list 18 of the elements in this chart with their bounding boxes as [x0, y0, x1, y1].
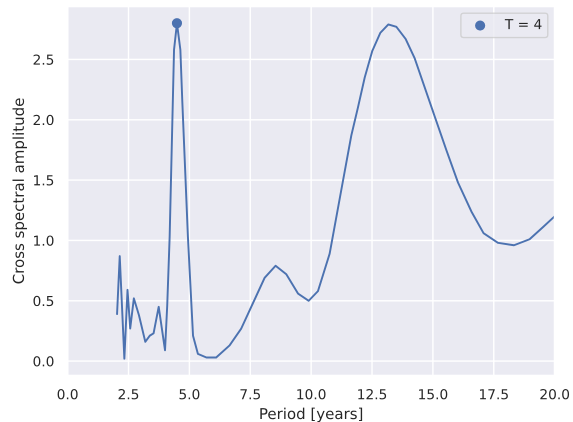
x-tick-label: 20.0: [540, 389, 570, 400]
x-tick-label: 10.0: [297, 389, 326, 400]
x-tick-label: 15.0: [419, 389, 448, 400]
x-tick-label: 7.5: [240, 389, 260, 400]
y-tick-label: 0.5: [33, 296, 54, 306]
x-tick-label: 12.5: [358, 389, 386, 400]
x-tick-label: 17.5: [480, 389, 508, 400]
legend-label: T = 4: [504, 19, 542, 30]
x-axis-title: Period [years]: [260, 408, 362, 422]
y-tick-label: 0.0: [33, 356, 54, 367]
x-tick-label: 5.0: [180, 389, 200, 400]
y-tick-label: 2.5: [34, 54, 54, 65]
x-tick-label: 2.5: [118, 389, 138, 400]
x-tick-label: 0.0: [58, 389, 78, 400]
y-tick-label: 1.0: [34, 235, 54, 246]
y-tick-label: 1.5: [34, 175, 54, 186]
y-axis-title: Cross spectral amplitude: [12, 98, 27, 284]
y-tick-label: 2.0: [34, 114, 54, 126]
